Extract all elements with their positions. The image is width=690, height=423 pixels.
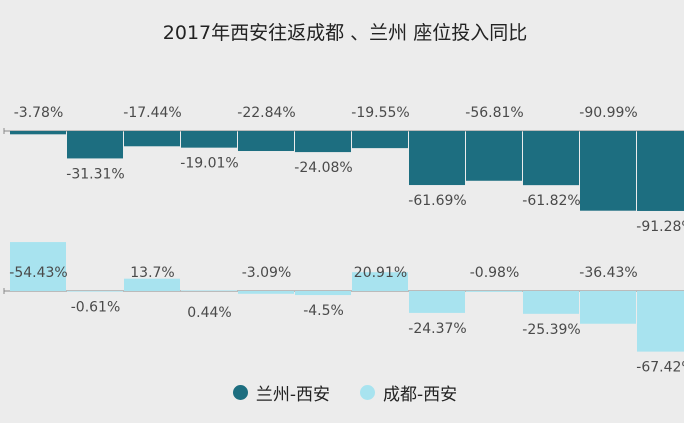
legend-item-series-1: 兰州-西安	[232, 380, 330, 405]
bar-series-2-10	[523, 291, 579, 314]
data-label-series-1-12: -91.28%	[636, 219, 690, 235]
legend-marker-series-1	[232, 385, 248, 400]
data-label-series-1-6: -24.08%	[294, 160, 352, 176]
bar-series-1-6	[295, 131, 351, 153]
bar-series-2-3	[124, 278, 180, 291]
legend-label-series-1: 兰州-西安	[255, 385, 330, 405]
bar-series-2-7	[352, 272, 408, 291]
data-label-series-2-12: -67.42%	[636, 360, 690, 376]
data-label-series-1-4: -19.01%	[180, 156, 238, 172]
bar-series-1-7	[352, 131, 408, 149]
data-label-series-2-7: 20.91%	[354, 265, 407, 281]
data-label-series-2-6: -4.5%	[303, 303, 344, 319]
bar-series-2-9	[466, 291, 522, 292]
chart-legend: 兰州-西安 成都-西安	[0, 380, 690, 405]
data-label-series-1-2: -31.31%	[66, 166, 124, 182]
data-label-series-2-2: -0.61%	[71, 300, 121, 316]
bar-series-1-1	[10, 131, 66, 135]
bar-series-2-8	[409, 291, 465, 313]
data-label-series-1-11: -90.99%	[579, 105, 637, 121]
bar-series-2-12	[637, 291, 690, 352]
data-label-series-1-10: -61.82%	[522, 193, 580, 209]
bar-series-1-3	[124, 131, 180, 147]
bar-series-2-6	[295, 291, 351, 296]
bar-series-2-4	[181, 290, 237, 291]
data-label-series-1-5: -22.84%	[237, 105, 295, 121]
data-label-series-1-7: -19.55%	[351, 105, 409, 121]
data-label-series-2-11: -36.43%	[579, 265, 637, 281]
data-label-series-1-8: -61.69%	[408, 193, 466, 209]
legend-label-series-2: 成都-西安	[383, 385, 458, 405]
data-label-series-2-8: -24.37%	[408, 321, 466, 337]
data-label-series-2-4: 0.44%	[187, 305, 231, 321]
bar-series-1-12	[637, 131, 690, 211]
legend-item-series-2: 成都-西安	[360, 380, 457, 405]
data-label-series-1-1: -3.78%	[14, 105, 64, 121]
data-label-series-2-1: -54.43%	[9, 265, 67, 281]
data-label-series-2-5: -3.09%	[242, 265, 292, 281]
bar-series-1-2	[67, 131, 123, 159]
bar-series-1-9	[466, 131, 522, 181]
bar-series-1-5	[238, 131, 294, 152]
data-label-series-1-9: -56.81%	[465, 105, 523, 121]
right-edge-strip	[684, 0, 690, 423]
bar-series-1-11	[580, 131, 636, 211]
bar-series-2-11	[580, 291, 636, 324]
bar-series-1-8	[409, 131, 465, 186]
data-label-series-2-9: -0.98%	[470, 265, 520, 281]
bar-series-2-1	[10, 242, 66, 291]
legend-marker-series-2	[360, 385, 375, 400]
chart-title: 2017年西安往返成都 、兰州 座位投入同比	[162, 22, 528, 44]
data-label-series-2-3: 13.7%	[130, 265, 174, 281]
data-label-series-1-3: -17.44%	[123, 105, 181, 121]
data-label-series-2-10: -25.39%	[522, 322, 580, 338]
bar-series-1-10	[523, 131, 579, 186]
bar-series-2-5	[238, 291, 294, 294]
bar-series-1-4	[181, 131, 237, 148]
bar-series-2-2	[67, 291, 123, 292]
